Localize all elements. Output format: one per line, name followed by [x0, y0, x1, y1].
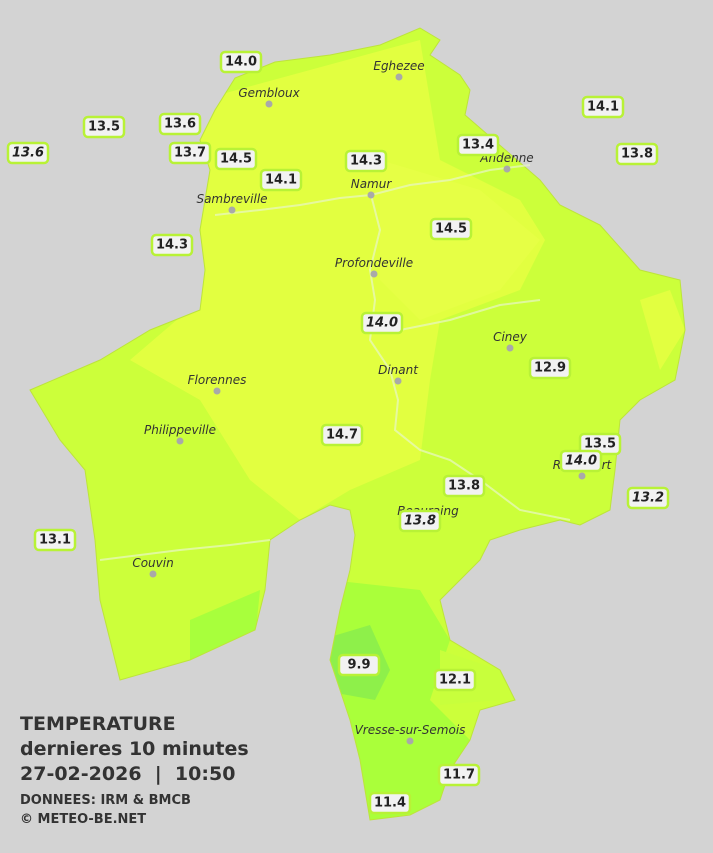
- town-name: Vresse-sur-Semois: [355, 723, 466, 737]
- station-temp: 11.4: [374, 796, 406, 811]
- station-temp: 13.6: [164, 117, 196, 132]
- station-box: [437, 763, 481, 787]
- town-name: Sambreville: [196, 192, 267, 206]
- town-dot: [578, 472, 586, 480]
- station-box: [360, 311, 404, 335]
- station-temp: 13.5: [88, 120, 120, 135]
- station-box: [158, 112, 202, 136]
- station-temp: 13.7: [174, 146, 206, 161]
- station-temp: 14.3: [350, 154, 382, 169]
- town-name: Namur: [351, 177, 393, 191]
- station-temp: 9.9: [347, 658, 370, 673]
- station-box: [337, 653, 381, 677]
- station-box: [214, 147, 258, 171]
- town-name: Ciney: [493, 330, 528, 344]
- town-dot: [394, 377, 402, 385]
- station-temp: 11.7: [443, 768, 475, 783]
- town-dot: [176, 437, 184, 445]
- station-temp: 13.1: [39, 533, 71, 548]
- town-dot: [213, 387, 221, 395]
- town-dot: [503, 165, 511, 173]
- datetime: 27-02-2026 | 10:50: [20, 763, 235, 785]
- town-name: Dinant: [378, 363, 419, 377]
- station-temp: 13.5: [584, 437, 616, 452]
- station-box: [259, 168, 303, 192]
- station-temp: 14.5: [220, 152, 252, 167]
- station-box: [398, 509, 442, 533]
- town-name: Couvin: [132, 556, 173, 570]
- station-temp: 13.2: [632, 491, 664, 506]
- copyright: © METEO-BE.NET: [20, 812, 146, 827]
- station-temp: 14.1: [265, 173, 297, 188]
- town-name: Florennes: [188, 373, 247, 387]
- town-name: Gembloux: [238, 86, 300, 100]
- station-temp: 13.4: [462, 138, 494, 153]
- station-box: [150, 233, 194, 257]
- town-name: Eghezee: [373, 59, 424, 73]
- station-box: [456, 133, 500, 157]
- station-box: [528, 356, 572, 380]
- town-dot: [406, 737, 414, 745]
- station-temp: 12.1: [439, 673, 471, 688]
- station-temp: 13.8: [621, 147, 653, 162]
- station-box: [429, 217, 473, 241]
- title: TEMPERATURE: [20, 713, 176, 735]
- station-box: [368, 791, 412, 815]
- town-dot: [506, 344, 514, 352]
- town-name: Philippeville: [144, 423, 216, 437]
- station-box: [615, 142, 659, 166]
- town-dot: [367, 191, 375, 199]
- towns: EghezeeGemblouxAndenneNamurSambrevillePr…: [132, 59, 613, 745]
- town-dot: [149, 570, 157, 578]
- town-dot: [265, 100, 273, 108]
- station-temp: 13.8: [404, 514, 436, 529]
- station-temp: 14.0: [225, 55, 257, 70]
- station-box: [442, 474, 486, 498]
- town-dot: [228, 206, 236, 214]
- station-box: [320, 423, 364, 447]
- station-box: [559, 449, 603, 473]
- town-dot: [370, 270, 378, 278]
- station-box: [219, 50, 263, 74]
- subtitle: dernieres 10 minutes: [20, 738, 249, 760]
- station-box: [626, 486, 670, 510]
- station-box: [433, 668, 477, 692]
- town-name: Profondeville: [335, 256, 413, 270]
- source: DONNEES: IRM & BMCB: [20, 793, 191, 808]
- station-temp: 14.0: [366, 316, 398, 331]
- town-dot: [395, 73, 403, 81]
- station-temp: 14.3: [156, 238, 188, 253]
- station-box: [344, 149, 388, 173]
- station-box: [33, 528, 77, 552]
- station-temp: 13.8: [448, 479, 480, 494]
- station-box: [581, 95, 625, 119]
- station-temp: 14.7: [326, 428, 358, 443]
- station-temp: 12.9: [534, 361, 566, 376]
- station-box: [168, 141, 212, 165]
- station-temp: 14.1: [587, 100, 619, 115]
- station-temp: 14.0: [565, 454, 597, 469]
- station-box: [82, 115, 126, 139]
- header: TEMPERATURE dernieres 10 minutes 27-02-2…: [20, 713, 249, 827]
- station-temp: 14.5: [435, 222, 467, 237]
- stations: 14.0 13.5 13.6 13.6 13.7 14.5 14.1 14.3 13.4 14.1…: [6, 50, 670, 815]
- station-box: [6, 141, 50, 165]
- station-temp: 13.6: [12, 146, 44, 161]
